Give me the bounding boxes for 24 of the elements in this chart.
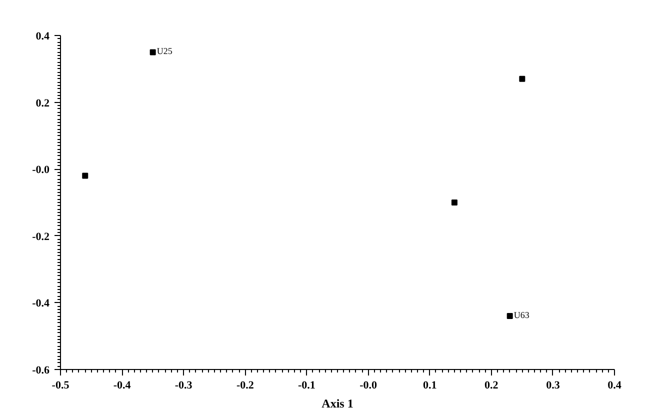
x-tick-label: 0.3	[546, 380, 560, 392]
y-tick-label: -0.6	[32, 364, 50, 376]
x-tick-label: -0.4	[113, 380, 132, 392]
x-tick-label: -0.0	[360, 380, 378, 392]
data-label: U25	[156, 46, 173, 56]
y-tick-label: 0.4	[36, 30, 50, 42]
y-tick-label: -0.4	[32, 298, 50, 310]
x-tick-label: -0.5	[52, 380, 70, 392]
point	[519, 76, 526, 82]
x-tick-label: 0.2	[484, 380, 499, 392]
x-axis-title: Axis 1	[322, 396, 354, 410]
point	[82, 172, 88, 179]
y-tick-label: -0.2	[32, 230, 50, 243]
x-tick-label: 0.1	[422, 380, 437, 392]
x-tick-label: -0.2	[236, 380, 254, 392]
x-tick-label: -0.3	[174, 380, 193, 392]
x-tick-label: 0.4	[608, 380, 622, 392]
y-tick-label: 0.2	[36, 97, 50, 110]
point	[506, 313, 513, 320]
y-tick-label: -0.0	[32, 164, 50, 176]
point	[451, 200, 458, 206]
data-label: U63	[514, 310, 530, 320]
point	[150, 49, 156, 56]
x-tick-label: -0.1	[298, 380, 316, 392]
